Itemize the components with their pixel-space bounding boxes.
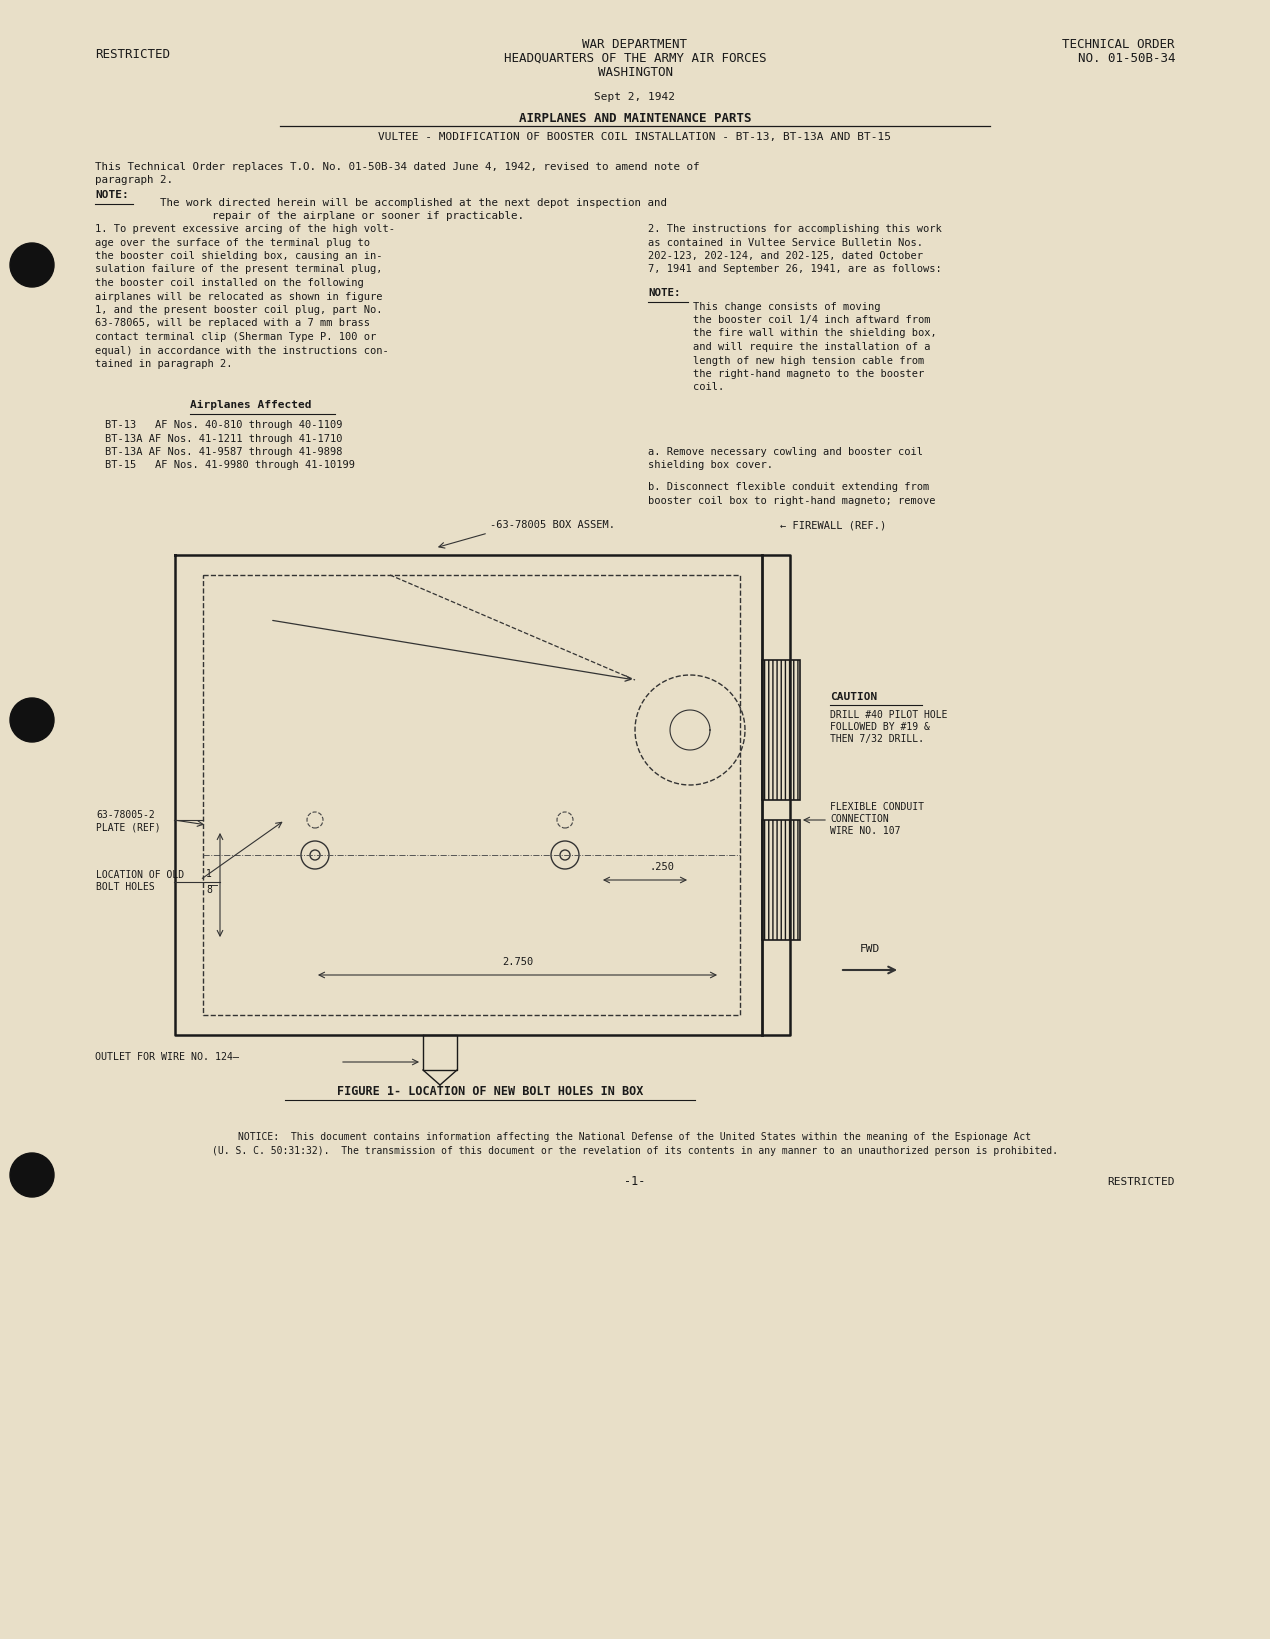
Text: -63-78005 BOX ASSEM.: -63-78005 BOX ASSEM. — [490, 520, 615, 529]
Text: tained in paragraph 2.: tained in paragraph 2. — [95, 359, 232, 369]
Text: 7, 1941 and September 26, 1941, are as follows:: 7, 1941 and September 26, 1941, are as f… — [648, 264, 942, 274]
Text: Sept 2, 1942: Sept 2, 1942 — [594, 92, 676, 102]
Text: NO. 01-50B-34: NO. 01-50B-34 — [1077, 52, 1175, 66]
Text: as contained in Vultee Service Bulletin Nos.: as contained in Vultee Service Bulletin … — [648, 238, 923, 247]
Text: the right-hand magneto to the booster: the right-hand magneto to the booster — [693, 369, 925, 379]
Text: The work directed herein will be accomplished at the next depot inspection and
 : The work directed herein will be accompl… — [160, 198, 667, 221]
Text: NOTE:: NOTE: — [648, 288, 681, 298]
Text: -1-: -1- — [625, 1175, 645, 1188]
Text: AIRPLANES AND MAINTENANCE PARTS: AIRPLANES AND MAINTENANCE PARTS — [518, 111, 752, 125]
Text: CAUTION: CAUTION — [831, 692, 878, 701]
Text: 63-78065, will be replaced with a 7 mm brass: 63-78065, will be replaced with a 7 mm b… — [95, 318, 370, 328]
Text: BT-13A AF Nos. 41-1211 through 41-1710: BT-13A AF Nos. 41-1211 through 41-1710 — [105, 433, 343, 444]
Text: BT-13   AF Nos. 40-810 through 40-1109: BT-13 AF Nos. 40-810 through 40-1109 — [105, 420, 343, 429]
Text: 1, and the present booster coil plug, part No.: 1, and the present booster coil plug, pa… — [95, 305, 382, 315]
Text: 2. The instructions for accomplishing this work: 2. The instructions for accomplishing th… — [648, 225, 942, 234]
Text: airplanes will be relocated as shown in figure: airplanes will be relocated as shown in … — [95, 292, 382, 302]
Text: contact terminal clip (Sherman Type P. 100 or: contact terminal clip (Sherman Type P. 1… — [95, 333, 376, 343]
Bar — [762, 820, 800, 941]
Text: Airplanes Affected: Airplanes Affected — [190, 400, 311, 410]
Text: 63-78005-2
PLATE (REF): 63-78005-2 PLATE (REF) — [97, 810, 160, 833]
Circle shape — [10, 1152, 55, 1196]
Text: coil.: coil. — [693, 382, 724, 392]
Text: FOLLOWED BY #19 &: FOLLOWED BY #19 & — [831, 723, 930, 733]
Text: the booster coil shielding box, causing an in-: the booster coil shielding box, causing … — [95, 251, 382, 261]
Text: sulation failure of the present terminal plug,: sulation failure of the present terminal… — [95, 264, 382, 274]
Text: NOTICE:  This document contains information affecting the National Defense of th: NOTICE: This document contains informati… — [239, 1133, 1031, 1142]
Text: This Technical Order replaces T.O. No. 01-50B-34 dated June 4, 1942, revised to : This Technical Order replaces T.O. No. 0… — [95, 162, 700, 185]
Text: RESTRICTED: RESTRICTED — [95, 48, 170, 61]
Bar — [762, 661, 800, 800]
Text: 8: 8 — [206, 885, 212, 895]
Text: This change consists of moving: This change consists of moving — [693, 302, 880, 311]
Text: WASHINGTON: WASHINGTON — [597, 66, 673, 79]
Text: CONNECTION: CONNECTION — [831, 815, 889, 824]
Text: the booster coil installed on the following: the booster coil installed on the follow… — [95, 279, 363, 288]
Circle shape — [10, 243, 55, 287]
Text: DRILL #40 PILOT HOLE: DRILL #40 PILOT HOLE — [831, 710, 947, 720]
Text: and will require the installation of a: and will require the installation of a — [693, 343, 931, 352]
Text: the fire wall within the shielding box,: the fire wall within the shielding box, — [693, 328, 937, 339]
Text: TECHNICAL ORDER: TECHNICAL ORDER — [1063, 38, 1175, 51]
Text: equal) in accordance with the instructions con-: equal) in accordance with the instructio… — [95, 346, 389, 356]
Text: BT-15   AF Nos. 41-9980 through 41-10199: BT-15 AF Nos. 41-9980 through 41-10199 — [105, 461, 356, 470]
Text: the booster coil 1/4 inch aftward from: the booster coil 1/4 inch aftward from — [693, 315, 931, 325]
Text: OUTLET FOR WIRE NO. 124—: OUTLET FOR WIRE NO. 124— — [95, 1052, 239, 1062]
Text: b. Disconnect flexible conduit extending from: b. Disconnect flexible conduit extending… — [648, 482, 930, 492]
Text: HEADQUARTERS OF THE ARMY AIR FORCES: HEADQUARTERS OF THE ARMY AIR FORCES — [504, 52, 766, 66]
Text: ← FIREWALL (REF.): ← FIREWALL (REF.) — [780, 520, 886, 529]
Text: THEN 7/32 DRILL.: THEN 7/32 DRILL. — [831, 734, 925, 744]
Text: shielding box cover.: shielding box cover. — [648, 461, 773, 470]
Text: FWD: FWD — [860, 944, 880, 954]
Text: RESTRICTED: RESTRICTED — [1107, 1177, 1175, 1187]
Text: NOTE:: NOTE: — [95, 190, 128, 200]
Text: BT-13A AF Nos. 41-9587 through 41-9898: BT-13A AF Nos. 41-9587 through 41-9898 — [105, 447, 343, 457]
Text: WIRE NO. 107: WIRE NO. 107 — [831, 826, 900, 836]
Text: FIGURE 1- LOCATION OF NEW BOLT HOLES IN BOX: FIGURE 1- LOCATION OF NEW BOLT HOLES IN … — [337, 1085, 643, 1098]
Text: 1: 1 — [206, 869, 212, 879]
Text: 1. To prevent excessive arcing of the high volt-: 1. To prevent excessive arcing of the hi… — [95, 225, 395, 234]
Text: WAR DEPARTMENT: WAR DEPARTMENT — [583, 38, 687, 51]
Text: a. Remove necessary cowling and booster coil: a. Remove necessary cowling and booster … — [648, 447, 923, 457]
Text: LOCATION OF OLD
BOLT HOLES: LOCATION OF OLD BOLT HOLES — [97, 870, 184, 892]
Text: booster coil box to right-hand magneto; remove: booster coil box to right-hand magneto; … — [648, 495, 936, 505]
Text: length of new high tension cable from: length of new high tension cable from — [693, 356, 925, 365]
Text: VULTEE - MODIFICATION OF BOOSTER COIL INSTALLATION - BT-13, BT-13A AND BT-15: VULTEE - MODIFICATION OF BOOSTER COIL IN… — [378, 133, 892, 143]
Text: 202-123, 202-124, and 202-125, dated October: 202-123, 202-124, and 202-125, dated Oct… — [648, 251, 923, 261]
Circle shape — [10, 698, 55, 742]
Text: 2.750: 2.750 — [502, 957, 533, 967]
Text: age over the surface of the terminal plug to: age over the surface of the terminal plu… — [95, 238, 370, 247]
Text: FLEXIBLE CONDUIT: FLEXIBLE CONDUIT — [831, 801, 925, 811]
Text: .250: .250 — [650, 862, 674, 872]
Text: (U. S. C. 50:31:32).  The transmission of this document or the revelation of its: (U. S. C. 50:31:32). The transmission of… — [212, 1146, 1058, 1155]
